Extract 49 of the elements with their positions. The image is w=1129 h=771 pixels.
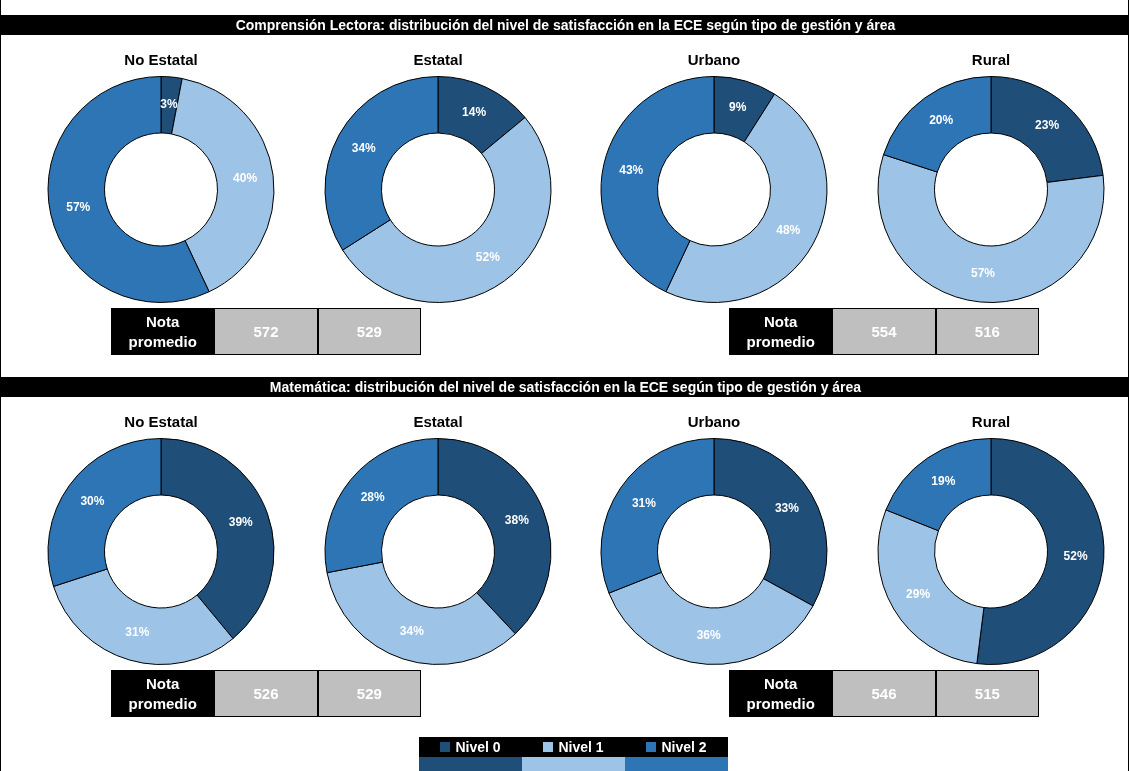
data-label: 34%	[399, 624, 425, 639]
text: 529	[317, 670, 421, 717]
data-label: 30%	[80, 494, 105, 508]
legend-label: Nivel 1	[558, 739, 604, 755]
data-label: 43%	[619, 163, 644, 178]
chart-title: Estatal	[413, 413, 463, 431]
data-label: 34%	[351, 140, 377, 155]
text: 515	[935, 670, 1039, 717]
data-label: 38%	[504, 512, 530, 527]
data-label: 19%	[931, 473, 956, 488]
text: Nota promedio	[111, 670, 215, 717]
data-label: 20%	[929, 113, 954, 128]
chart-title: Urbano	[687, 51, 741, 69]
data-label: 14%	[462, 105, 487, 120]
text: Comprensión Lectora: distribución del nivel de satisfacción en la ECE según tipo de gestión y área	[1, 15, 1129, 35]
data-label: 52%	[475, 250, 501, 265]
data-label: 31%	[125, 625, 150, 640]
data-label: 57%	[971, 266, 996, 281]
text: Nota promedio	[111, 308, 215, 355]
chart-title: Rural	[971, 413, 1011, 431]
chart-title: Urbano	[687, 413, 741, 431]
data-label: 9%	[728, 100, 747, 115]
text: Nota promedio	[729, 308, 833, 355]
text: 516	[935, 308, 1039, 355]
data-label: 29%	[906, 586, 931, 601]
data-label: 28%	[360, 489, 386, 504]
data-label: 33%	[774, 500, 800, 515]
data-label: 31%	[631, 496, 657, 511]
data-label: 52%	[1063, 549, 1088, 564]
data-label: 39%	[228, 515, 254, 530]
legend-label: Nivel 2	[661, 739, 707, 755]
text: 526	[214, 670, 318, 717]
text: 529	[317, 308, 421, 355]
data-label: 3%	[160, 97, 178, 112]
data-label: 57%	[66, 200, 91, 215]
chart-title: Estatal	[413, 51, 463, 69]
data-label: 23%	[1035, 118, 1060, 133]
data-label: 36%	[696, 628, 722, 643]
legend-label: Nivel 0	[455, 739, 501, 755]
text: 554	[832, 308, 936, 355]
chart-title: No Estatal	[124, 413, 198, 431]
text: 572	[214, 308, 318, 355]
chart-title: No Estatal	[124, 51, 198, 69]
data-label: 48%	[776, 222, 801, 237]
text: Matemática: distribución del nivel de satisfacción en la ECE según tipo de gestión y área	[1, 377, 1129, 397]
data-label: 40%	[233, 171, 258, 186]
chart-title: Rural	[971, 51, 1011, 69]
text: Nota promedio	[729, 670, 833, 717]
text: 546	[832, 670, 936, 717]
